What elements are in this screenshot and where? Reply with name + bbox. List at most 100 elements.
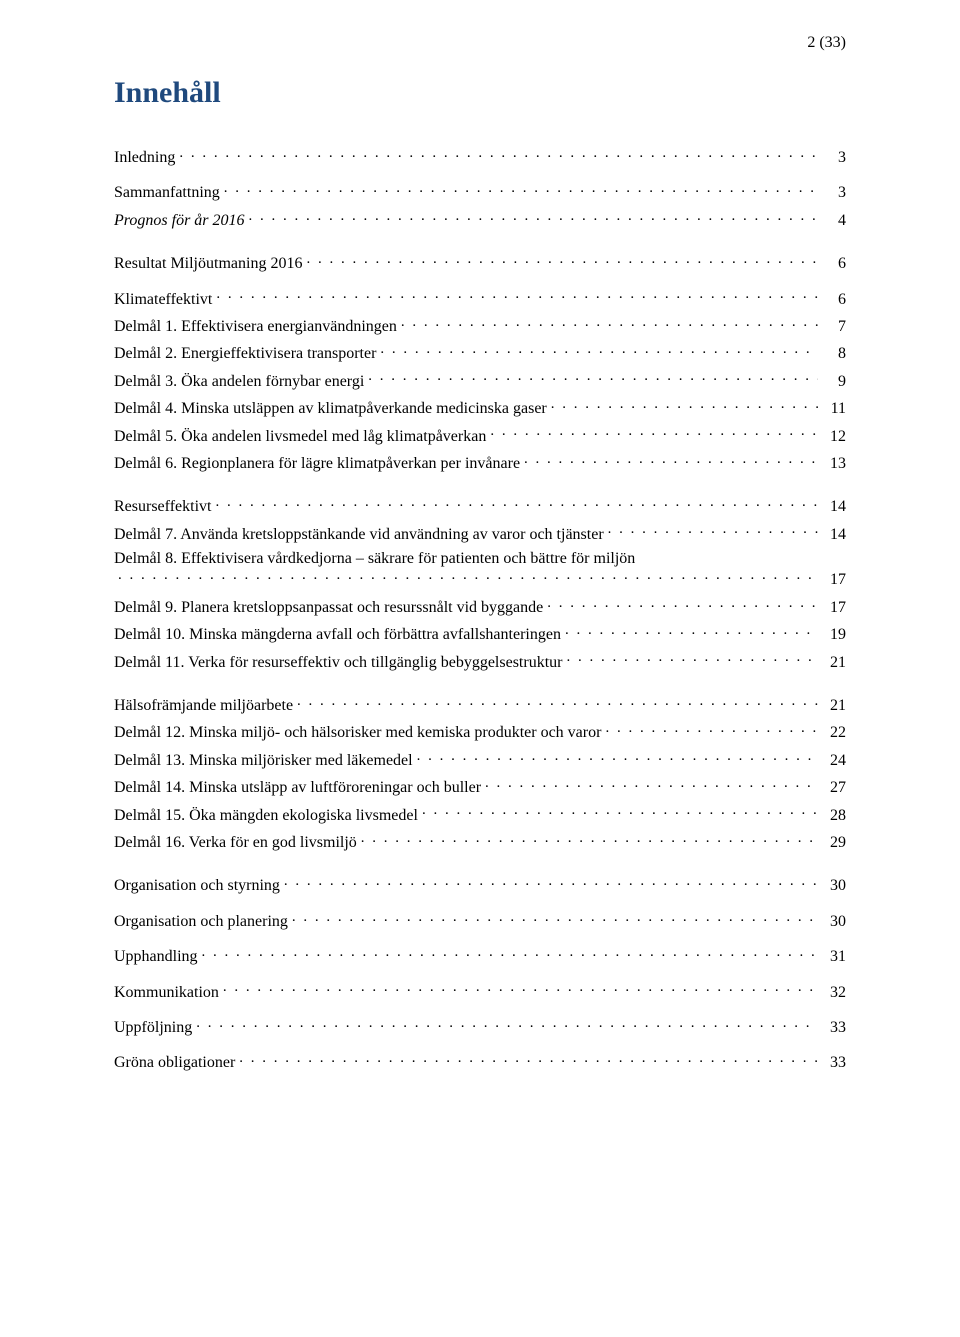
toc-entry-label: Delmål 6. Regionplanera för lägre klimat… — [114, 455, 520, 473]
toc-spacer — [114, 167, 846, 181]
toc-entry: Delmål 11. Verka för resurseffektiv och … — [114, 651, 846, 672]
toc-entry-label: Delmål 4. Minska utsläppen av klimatpåve… — [114, 400, 547, 418]
toc-leader — [118, 568, 818, 584]
toc-leader — [605, 721, 818, 737]
toc-entry-page: 14 — [822, 526, 846, 544]
toc-leader — [297, 694, 818, 710]
toc-spacer — [114, 1037, 846, 1051]
toc-entry-label: Prognos för år 2016 — [114, 212, 245, 230]
toc-leader — [608, 523, 818, 539]
toc-entry: Uppföljning 33 — [114, 1016, 846, 1037]
toc-spacer — [114, 967, 846, 981]
toc-entry: Resurseffektivt 14 — [114, 495, 846, 516]
toc-entry-label: Delmål 9. Planera kretsloppsanpassat och… — [114, 599, 543, 617]
toc-leader — [380, 342, 818, 358]
toc-entry: Delmål 5. Öka andelen livsmedel med låg … — [114, 425, 846, 446]
toc-entry-page: 21 — [822, 654, 846, 672]
toc-entry: Inledning 3 — [114, 146, 846, 167]
toc-entry-label: Resurseffektivt — [114, 498, 211, 516]
toc-entry-label: Delmål 16. Verka för en god livsmiljö — [114, 834, 357, 852]
toc-spacer — [114, 230, 846, 252]
toc-entry: Delmål 4. Minska utsläppen av klimatpåve… — [114, 397, 846, 418]
toc-entry-label: Uppföljning — [114, 1019, 192, 1037]
toc-entry-label: Delmål 11. Verka för resurseffektiv och … — [114, 654, 562, 672]
toc-entry-label: Delmål 1. Effektivisera energianvändning… — [114, 318, 397, 336]
toc-entry-page: 14 — [822, 498, 846, 516]
toc-entry: Delmål 3. Öka andelen förnybar energi9 — [114, 370, 846, 391]
toc-entry-page: 30 — [822, 913, 846, 931]
toc-entry-label: Inledning — [114, 149, 175, 167]
page: 2 (33) Innehåll Inledning3Sammanfattning… — [0, 0, 960, 1337]
toc-entry: Upphandling 31 — [114, 945, 846, 966]
toc-entry-page: 24 — [822, 752, 846, 770]
toc-entry-page: 3 — [822, 184, 846, 202]
toc-entry-label: Delmål 5. Öka andelen livsmedel med låg … — [114, 428, 486, 446]
toc-entry: Kommunikation32 — [114, 981, 846, 1002]
toc-leader — [306, 252, 818, 268]
toc-spacer — [114, 1002, 846, 1016]
toc-entry-label: Delmål 13. Minska miljörisker med läkeme… — [114, 752, 413, 770]
toc-entry: Delmål 9. Planera kretsloppsanpassat och… — [114, 596, 846, 617]
toc-leader — [485, 776, 818, 792]
toc-entry: Delmål 14. Minska utsläpp av luftföroren… — [114, 776, 846, 797]
toc-entry: Sammanfattning 3 — [114, 181, 846, 202]
toc-entry-page: 13 — [822, 455, 846, 473]
toc-entry-label: Delmål 14. Minska utsläpp av luftföroren… — [114, 779, 481, 797]
toc-entry: Delmål 12. Minska miljö- och hälsorisker… — [114, 721, 846, 742]
toc-entry-label: Delmål 8. Effektivisera vårdkedjorna – s… — [114, 550, 635, 568]
toc-entry: Organisation och planering 30 — [114, 910, 846, 931]
toc-leader — [292, 910, 818, 926]
toc-entry-page: 31 — [822, 948, 846, 966]
toc-entry-label: Organisation och styrning — [114, 877, 280, 895]
toc-leader — [422, 804, 818, 820]
toc-leader — [368, 370, 818, 386]
toc-title: Innehåll — [114, 76, 846, 110]
toc-entry-page: 17 — [822, 599, 846, 617]
toc-list: Inledning 3 Sammanfattning 3 Prognos för år … — [114, 146, 846, 1073]
toc-entry-page: 11 — [822, 400, 846, 418]
toc-entry: Delmål 7. Använda kretsloppstänkande vid… — [114, 523, 846, 544]
toc-entry-page: 6 — [822, 291, 846, 309]
toc-leader — [551, 397, 818, 413]
toc-entry: Delmål 1. Effektivisera energianvändning… — [114, 315, 846, 336]
toc-entry: Delmål 2. Energieffektivisera transporte… — [114, 342, 846, 363]
toc-entry-page: 12 — [822, 428, 846, 446]
toc-entry-label: Delmål 12. Minska miljö- och hälsorisker… — [114, 724, 601, 742]
toc-entry-label: Hälsofrämjande miljöarbete — [114, 697, 293, 715]
toc-entry-label: Organisation och planering — [114, 913, 288, 931]
toc-leader — [565, 623, 818, 639]
toc-entry-page: 3 — [822, 149, 846, 167]
toc-entry-page: 33 — [822, 1019, 846, 1037]
toc-entry-label: Gröna obligationer — [114, 1054, 235, 1072]
toc-entry-label: Sammanfattning — [114, 184, 220, 202]
toc-entry-label: Resultat Miljöutmaning 2016 — [114, 255, 302, 273]
toc-leader — [224, 181, 818, 197]
toc-leader — [566, 651, 818, 667]
toc-entry-page: 27 — [822, 779, 846, 797]
toc-entry-page: 4 — [822, 212, 846, 230]
toc-entry-page: 30 — [822, 877, 846, 895]
toc-entry-page: 28 — [822, 807, 846, 825]
toc-leader — [490, 425, 818, 441]
toc-entry-label: Upphandling — [114, 948, 198, 966]
toc-leader — [179, 146, 818, 162]
toc-entry-page: 17 — [822, 571, 846, 589]
toc-leader — [223, 981, 818, 997]
toc-entry-page: 29 — [822, 834, 846, 852]
toc-leader — [524, 452, 818, 468]
toc-entry: Organisation och styrning 30 — [114, 874, 846, 895]
toc-entry-page: 7 — [822, 318, 846, 336]
toc-entry: Delmål 16. Verka för en god livsmiljö 29 — [114, 831, 846, 852]
toc-spacer — [114, 931, 846, 945]
toc-leader — [216, 288, 818, 304]
toc-leader — [239, 1051, 818, 1067]
toc-leader — [284, 874, 818, 890]
toc-entry: Delmål 8. Effektivisera vårdkedjorna – s… — [114, 550, 846, 568]
toc-spacer — [114, 852, 846, 874]
toc-entry: Prognos för år 2016 4 — [114, 209, 846, 230]
toc-entry-page: 19 — [822, 626, 846, 644]
toc-entry-label: Delmål 2. Energieffektivisera transporte… — [114, 345, 376, 363]
toc-entry: Gröna obligationer33 — [114, 1051, 846, 1072]
toc-entry: Delmål 15. Öka mängden ekologiska livsme… — [114, 804, 846, 825]
toc-spacer — [114, 473, 846, 495]
